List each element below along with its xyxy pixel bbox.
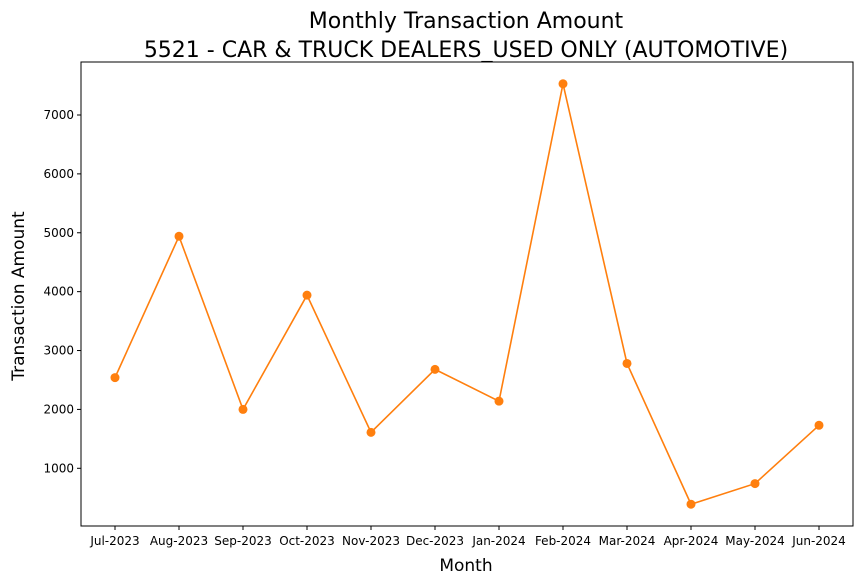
x-tick-label: May-2024 xyxy=(725,534,784,548)
y-axis-label: Transaction Amount xyxy=(9,211,29,382)
x-tick-label: Apr-2024 xyxy=(664,534,719,548)
y-tick-label: 2000 xyxy=(43,402,74,416)
data-point xyxy=(558,79,568,89)
x-tick-label: Mar-2024 xyxy=(599,534,656,548)
plot-frame xyxy=(80,61,854,527)
chart-title: Monthly Transaction Amount xyxy=(309,9,624,34)
y-tick-label: 3000 xyxy=(43,344,74,358)
x-tick-label: Oct-2023 xyxy=(279,534,335,548)
x-tick-label: Feb-2024 xyxy=(535,534,591,548)
x-tick-label: Jul-2023 xyxy=(89,534,139,548)
y-tick-label: 7000 xyxy=(43,108,74,122)
data-point xyxy=(750,479,760,489)
plot-area: 1000 2000 3000 4000 5000 6000 7000 Jul-2023 Aug-… xyxy=(43,61,854,548)
data-point xyxy=(366,427,376,437)
x-tick-label: Dec-2023 xyxy=(406,534,464,548)
x-tick-label: Jun-2024 xyxy=(791,534,846,548)
y-tick-label: 1000 xyxy=(43,461,74,475)
series-line xyxy=(114,83,820,506)
data-point xyxy=(110,373,120,383)
y-tick-label: 4000 xyxy=(43,285,74,299)
x-axis-label: Month xyxy=(439,556,492,576)
data-point xyxy=(174,231,184,241)
data-point xyxy=(302,290,312,300)
y-tick-label: 6000 xyxy=(43,167,74,181)
data-point xyxy=(430,364,440,374)
x-tick-label: Jan-2024 xyxy=(471,534,525,548)
x-tick-label: Aug-2023 xyxy=(150,534,208,548)
data-point xyxy=(622,358,632,368)
data-point xyxy=(686,499,696,509)
data-point xyxy=(238,404,248,414)
chart-subtitle: 5521 - CAR & TRUCK DEALERS_USED ONLY (AU… xyxy=(144,38,788,63)
y-tick-label: 5000 xyxy=(43,226,74,240)
x-tick-label: Sep-2023 xyxy=(214,534,272,548)
data-point xyxy=(814,420,824,430)
data-point xyxy=(494,396,504,406)
x-tick-label: Nov-2023 xyxy=(342,534,400,548)
